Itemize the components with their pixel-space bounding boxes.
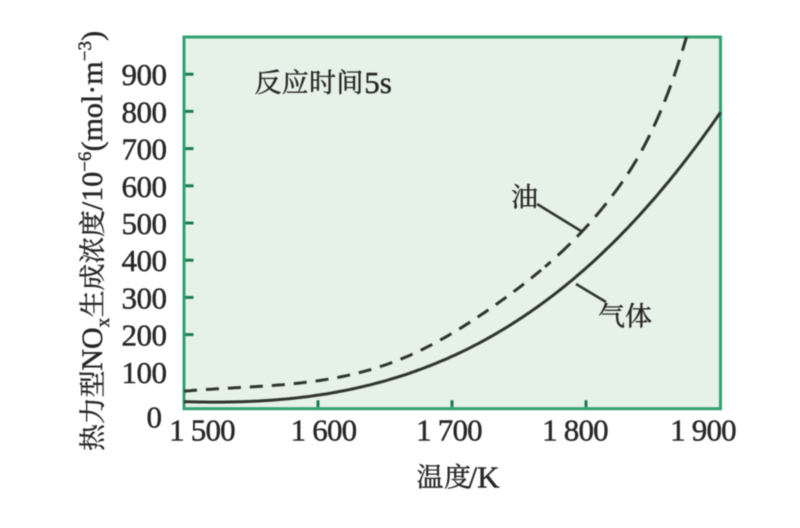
svg-text:1 800: 1 800: [542, 413, 608, 448]
svg-text:300: 300: [122, 280, 167, 315]
svg-text:200: 200: [122, 318, 167, 353]
svg-text:−3: −3: [75, 41, 96, 61]
svg-text:400: 400: [122, 243, 167, 278]
svg-text:800: 800: [122, 94, 167, 129]
svg-text:100: 100: [122, 355, 167, 390]
svg-text:0: 0: [147, 400, 163, 435]
svg-text:/K: /K: [469, 460, 501, 495]
svg-text:1 900: 1 900: [670, 413, 736, 448]
svg-text:x: x: [93, 317, 114, 327]
svg-text:/10: /10: [76, 172, 109, 210]
svg-text:1 700: 1 700: [416, 413, 482, 448]
svg-text:(mol·m: (mol·m: [76, 61, 109, 151]
svg-text:): ): [76, 31, 109, 41]
svg-text:700: 700: [122, 132, 167, 167]
svg-text:1 600: 1 600: [291, 413, 357, 448]
svg-text:NO: NO: [76, 327, 109, 370]
svg-text:600: 600: [122, 169, 167, 204]
svg-text:−6: −6: [75, 152, 96, 172]
svg-text:500: 500: [122, 206, 167, 241]
svg-text:1 500: 1 500: [169, 413, 235, 448]
svg-text:5s: 5s: [364, 65, 392, 100]
svg-text:900: 900: [122, 57, 167, 92]
